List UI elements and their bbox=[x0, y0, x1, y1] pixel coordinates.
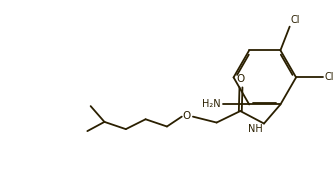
Text: O: O bbox=[183, 111, 191, 121]
Text: NH: NH bbox=[247, 124, 262, 134]
Text: Cl: Cl bbox=[291, 15, 300, 25]
Text: Cl: Cl bbox=[324, 72, 334, 82]
Text: H₂N: H₂N bbox=[202, 99, 221, 109]
Text: O: O bbox=[237, 74, 245, 84]
